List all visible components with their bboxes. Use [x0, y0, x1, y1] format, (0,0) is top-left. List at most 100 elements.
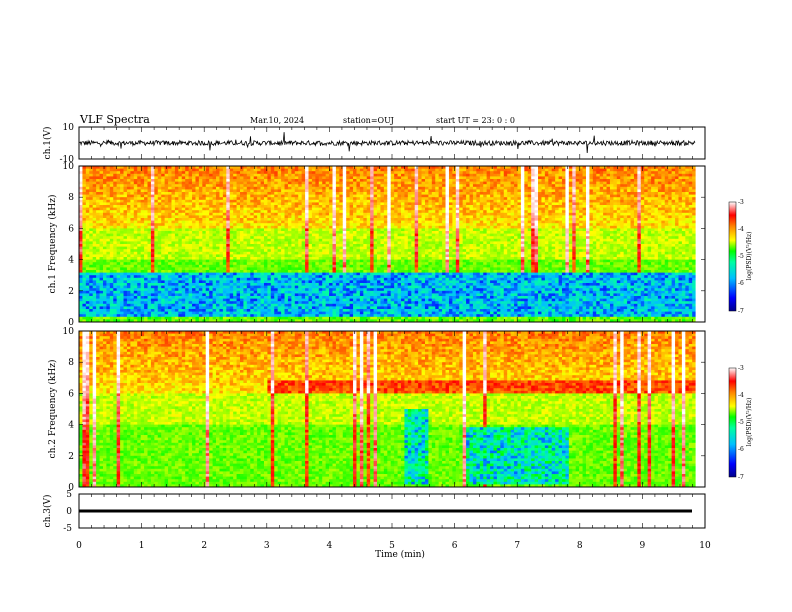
spectrogram-cell [120, 262, 124, 266]
spectrogram-cell [168, 264, 172, 268]
spectrogram-cell [192, 210, 196, 214]
spectrogram-cell [260, 194, 265, 198]
spectrogram-cell [342, 228, 347, 232]
spectrogram-cell [240, 270, 244, 273]
spectrogram-cell [253, 298, 258, 302]
spectrogram-cell [79, 298, 83, 302]
spectrogram-cell [202, 244, 207, 247]
spectrogram-cell [123, 277, 128, 281]
spectrogram-cell [164, 303, 169, 307]
spectrogram-cell [120, 220, 124, 224]
spectrogram-cell [250, 194, 255, 198]
spectrogram-cell [178, 275, 183, 279]
spectrogram-cell [109, 225, 114, 229]
spectrogram-cell [318, 231, 323, 234]
spectrogram-cell [339, 205, 344, 208]
spectrogram-cell [322, 309, 327, 312]
spectrogram-cell [144, 283, 148, 286]
spectrogram-cell [82, 262, 87, 266]
spectrogram-cell [96, 249, 100, 253]
spectrogram-cell [157, 168, 162, 172]
spectrogram-cell [311, 249, 316, 253]
spectrogram-cell [137, 288, 142, 292]
spectrogram-cell [229, 194, 234, 198]
spectrogram-cell [287, 267, 292, 271]
spectrogram-cell [281, 212, 285, 216]
spectrogram-cell [130, 277, 135, 281]
spectrogram-cell [92, 238, 97, 242]
spectrogram-cell [92, 249, 97, 253]
spectrogram-cell [216, 199, 220, 203]
spectrogram-cell [233, 272, 237, 276]
spectrogram-cell [226, 306, 231, 310]
spectrogram-cell [171, 171, 176, 175]
spectrogram-cell [243, 233, 248, 237]
spectrogram-cell [298, 244, 303, 247]
spectrogram-cell [346, 244, 351, 247]
spectrogram-cell [250, 189, 255, 193]
spectrogram-cell [222, 283, 227, 286]
spectrogram-cell [274, 257, 279, 260]
spectrogram-cell [305, 298, 309, 302]
spectrogram-cell [144, 249, 148, 253]
spectrogram-cell [281, 288, 285, 292]
spectrogram-cell [192, 233, 196, 237]
spectrogram-cell [243, 264, 248, 268]
spectrogram-cell [82, 223, 87, 227]
spectrogram-cell [308, 173, 313, 177]
spectrogram-cell [216, 186, 220, 190]
spectrogram-cell [99, 275, 104, 279]
spectrogram-cell [178, 179, 183, 182]
spectrogram-cell [335, 298, 340, 302]
spectrogram-cell [192, 241, 196, 245]
spectrogram-cell [294, 319, 299, 323]
spectrogram-cell [318, 197, 323, 201]
spectrogram-cell [147, 176, 152, 180]
spectrogram-cell [144, 270, 148, 273]
spectrogram-cell [161, 233, 166, 237]
spectrogram-cell [85, 223, 90, 227]
spectrogram-cell [188, 179, 193, 182]
spectrogram-cell [346, 251, 351, 255]
spectrogram-cell [301, 270, 306, 273]
spectrogram-cell [233, 246, 237, 250]
spectrogram-cell [243, 179, 248, 182]
spectrogram-cell [181, 301, 186, 305]
spectrogram-cell [246, 212, 251, 216]
spectrogram-cell [263, 303, 268, 307]
spectrogram-cell [168, 225, 172, 229]
spectrogram-cell [291, 257, 296, 260]
spectrogram-cell [229, 215, 234, 219]
spectrogram-cell [291, 309, 296, 312]
spectrogram-cell [260, 296, 265, 299]
spectrogram-cell [195, 259, 200, 263]
spectrogram-cell [284, 280, 289, 284]
spectrogram-cell [263, 207, 268, 211]
spectrogram-cell [123, 301, 128, 305]
spectrogram-cell [181, 189, 186, 193]
spectrogram-cell [322, 285, 327, 289]
spectrogram-cell [89, 231, 94, 234]
spectrogram-cell [202, 296, 207, 299]
spectrogram-cell [329, 257, 333, 260]
spectrogram-cell [171, 166, 176, 169]
spectrogram-cell [229, 283, 234, 286]
spectrogram-cell [116, 283, 121, 286]
spectrogram-cell [82, 215, 87, 219]
spectrogram-cell [144, 241, 148, 245]
spectrogram-cell [311, 296, 316, 299]
spectrogram-cell [157, 262, 162, 266]
spectrogram-cell [274, 231, 279, 234]
spectrogram-cell [123, 267, 128, 271]
spectrogram-cell [257, 298, 261, 302]
spectrogram-cell [185, 270, 190, 273]
spectrogram-cell [102, 186, 107, 190]
spectrogram-cell [120, 314, 124, 318]
spectrogram-cell [85, 283, 90, 286]
spectrogram-cell [250, 262, 255, 266]
spectrogram-cell [240, 314, 244, 318]
spectrogram-cell [113, 277, 118, 281]
spectrogram-cell [287, 296, 292, 299]
spectrogram-cell [150, 166, 155, 169]
spectrogram-cell [82, 218, 87, 221]
